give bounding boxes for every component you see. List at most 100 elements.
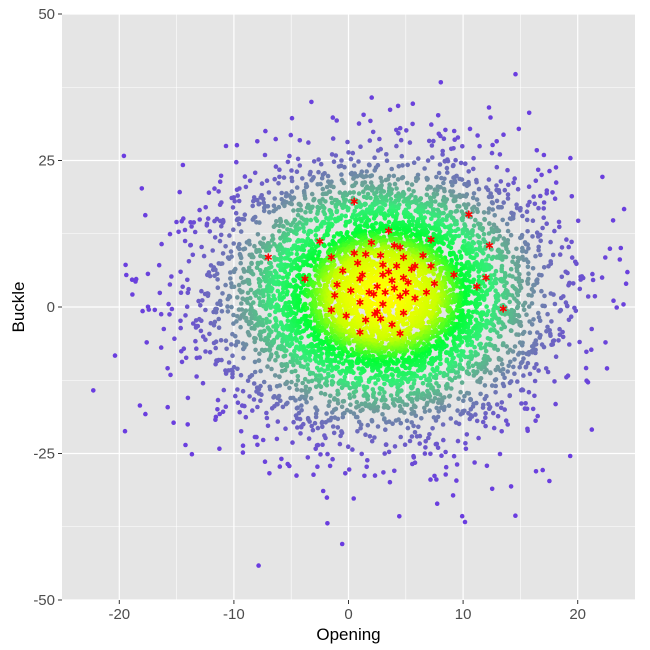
cloud-point (303, 243, 308, 248)
cloud-point (358, 204, 363, 210)
cloud-point (514, 205, 520, 211)
cloud-point (278, 236, 283, 241)
cloud-point (242, 268, 247, 274)
cloud-point (300, 380, 306, 386)
cloud-point (295, 156, 301, 162)
cloud-point (367, 173, 373, 179)
cloud-point (407, 438, 413, 444)
cloud-point (552, 379, 557, 384)
cloud-point (411, 189, 416, 194)
cloud-point (188, 242, 194, 248)
cloud-point (458, 194, 463, 200)
cloud-point (351, 394, 357, 399)
cloud-point (454, 462, 460, 467)
cloud-point (500, 217, 506, 223)
cloud-point (303, 301, 308, 307)
cloud-point (569, 239, 574, 245)
cloud-point (293, 368, 298, 374)
cloud-point (318, 181, 323, 187)
cloud-point (505, 350, 511, 355)
cloud-point (382, 216, 388, 221)
cloud-point (234, 319, 239, 324)
cloud-point (381, 470, 386, 475)
cloud-point (382, 202, 388, 208)
cloud-point (251, 381, 257, 386)
cloud-point (364, 464, 370, 470)
cloud-point (467, 126, 473, 132)
cloud-point (273, 358, 278, 363)
cloud-point (349, 368, 355, 374)
cloud-point (430, 426, 435, 431)
cloud-point (206, 190, 212, 195)
cloud-point (517, 340, 523, 345)
cloud-point (447, 393, 453, 399)
cloud-point (315, 442, 321, 448)
cloud-point (325, 521, 330, 526)
cloud-point (505, 167, 510, 173)
cloud-point (387, 192, 392, 198)
cloud-point (435, 365, 440, 370)
cloud-point (589, 347, 594, 353)
cloud-point (295, 378, 301, 383)
cloud-point (325, 318, 331, 323)
cloud-point (486, 177, 492, 182)
cloud-point (372, 435, 377, 440)
cloud-point (539, 288, 544, 294)
cloud-point (498, 405, 504, 411)
cloud-point (363, 432, 368, 438)
cloud-point (318, 452, 323, 457)
cloud-point (455, 438, 461, 444)
cloud-point (368, 180, 374, 185)
cloud-point (324, 184, 330, 190)
cloud-point (563, 269, 568, 275)
cloud-point (375, 404, 381, 410)
cloud-point (269, 352, 274, 357)
cloud-point (441, 371, 447, 376)
cloud-point (409, 420, 415, 425)
cloud-point (505, 422, 511, 427)
cloud-point (527, 330, 533, 336)
cloud-point (123, 262, 128, 268)
cloud-point (387, 479, 393, 485)
cloud-point (442, 188, 447, 194)
cloud-point (205, 216, 211, 221)
cloud-point (493, 383, 499, 389)
cloud-point (363, 401, 368, 406)
cloud-point (515, 379, 520, 384)
cloud-point (274, 219, 279, 224)
cloud-point (441, 437, 446, 443)
cloud-point (420, 380, 426, 386)
cloud-point (219, 357, 224, 363)
cloud-point (264, 244, 269, 250)
cloud-point (221, 387, 227, 393)
cloud-point (325, 232, 331, 238)
cloud-point (367, 402, 372, 407)
cloud-point (411, 453, 416, 459)
cloud-point (240, 450, 246, 455)
cloud-point (447, 376, 453, 382)
cloud-point (250, 217, 256, 222)
cloud-point (571, 281, 576, 286)
cloud-point (251, 195, 257, 200)
cloud-point (502, 274, 508, 280)
cloud-point (553, 180, 559, 185)
cloud-point (406, 370, 411, 376)
cloud-point (438, 80, 444, 85)
cloud-point (540, 225, 545, 231)
cloud-point (416, 156, 421, 161)
cloud-point (489, 486, 495, 492)
cloud-point (309, 423, 315, 429)
cloud-point (524, 351, 529, 357)
cloud-point (180, 284, 185, 290)
cloud-point (527, 371, 533, 377)
cloud-point (463, 446, 469, 452)
cloud-point (508, 328, 514, 333)
cloud-point (265, 423, 271, 429)
cloud-point (350, 381, 356, 386)
cloud-point (340, 368, 345, 374)
cloud-point (557, 308, 563, 314)
cloud-point (285, 400, 290, 406)
cloud-point (411, 423, 416, 429)
cloud-point (463, 205, 469, 210)
cloud-point (436, 170, 442, 176)
